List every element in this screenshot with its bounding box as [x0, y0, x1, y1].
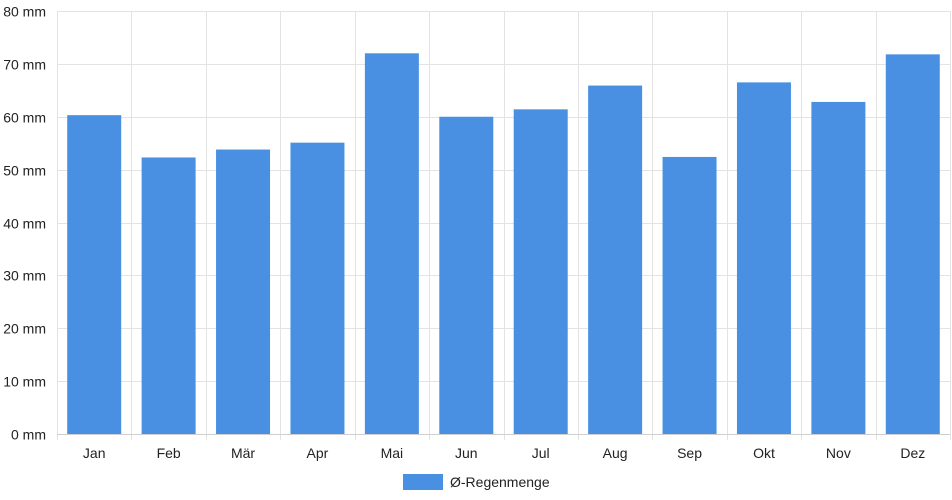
y-tick-label: 70 mm — [3, 57, 46, 73]
x-tick-label: Nov — [826, 445, 851, 461]
x-tick-label: Sep — [677, 445, 702, 461]
bar — [885, 54, 940, 435]
legend[interactable]: Ø-Regenmenge — [403, 472, 550, 492]
x-tick-label: Feb — [157, 445, 181, 461]
x-tick-label: Dez — [900, 445, 925, 461]
y-tick-label: 30 mm — [3, 268, 46, 284]
y-tick-label: 50 mm — [3, 163, 46, 179]
legend-label: Ø-Regenmenge — [450, 474, 550, 490]
y-tick-label: 10 mm — [3, 374, 46, 390]
x-tick-label: Jan — [83, 445, 106, 461]
chart-canvas: 0 mm 10 mm 20 mm 30 mm 40 mm 50 mm 60 mm 70 mm 8… — [3, 4, 951, 461]
y-tick-label: 60 mm — [3, 110, 46, 126]
y-tick-label: 20 mm — [3, 321, 46, 337]
bar — [439, 116, 494, 434]
y-tick-label: 80 mm — [3, 4, 46, 20]
x-tick-label: Mai — [381, 445, 404, 461]
bar — [364, 53, 419, 435]
bar — [662, 156, 717, 434]
x-tick-label: Jul — [532, 445, 550, 461]
bar — [736, 82, 791, 434]
legend-swatch — [403, 474, 443, 490]
x-tick-label: Jun — [455, 445, 478, 461]
bar — [513, 109, 568, 434]
bar — [290, 142, 345, 434]
x-tick-label: Aug — [603, 445, 628, 461]
x-tick-label: Okt — [753, 445, 775, 461]
x-tick-label: Mär — [231, 445, 255, 461]
bar — [216, 149, 271, 434]
bar — [588, 85, 643, 435]
bar — [811, 101, 866, 434]
y-tick-label: 0 mm — [11, 427, 46, 443]
bar — [141, 157, 196, 434]
x-tick-label: Apr — [307, 445, 329, 461]
bar — [67, 115, 122, 434]
y-tick-label: 40 mm — [3, 216, 46, 232]
